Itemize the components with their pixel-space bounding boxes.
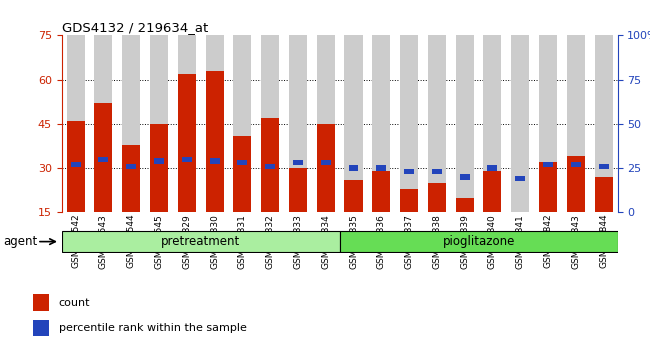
Bar: [233, 35, 252, 212]
Bar: [428, 183, 446, 212]
Bar: [317, 124, 335, 212]
Bar: [599, 164, 608, 169]
Bar: [289, 35, 307, 212]
Bar: [404, 169, 414, 174]
Bar: [177, 74, 196, 212]
Bar: [376, 165, 386, 171]
Bar: [66, 121, 84, 212]
Bar: [205, 35, 224, 212]
Text: agent: agent: [3, 235, 38, 248]
Bar: [233, 136, 252, 212]
Bar: [595, 177, 613, 212]
Bar: [460, 174, 470, 179]
Bar: [372, 171, 391, 212]
Bar: [484, 35, 502, 212]
Bar: [98, 156, 109, 162]
Text: pretreatment: pretreatment: [161, 235, 240, 248]
Bar: [456, 198, 474, 212]
Bar: [94, 103, 112, 212]
Bar: [32, 294, 49, 311]
Bar: [539, 35, 557, 212]
Bar: [261, 118, 280, 212]
Bar: [289, 168, 307, 212]
Bar: [567, 35, 585, 212]
Bar: [428, 35, 446, 212]
Bar: [205, 71, 224, 212]
Bar: [320, 160, 331, 165]
Bar: [515, 176, 525, 181]
Bar: [182, 156, 192, 162]
Bar: [339, 231, 618, 252]
Bar: [488, 165, 497, 171]
Bar: [66, 35, 84, 212]
Bar: [344, 180, 363, 212]
Bar: [456, 35, 474, 212]
Bar: [372, 35, 391, 212]
Text: GDS4132 / 219634_at: GDS4132 / 219634_at: [62, 21, 208, 34]
Bar: [209, 158, 220, 164]
Bar: [32, 320, 49, 336]
Text: pioglitazone: pioglitazone: [443, 235, 515, 248]
Bar: [539, 162, 557, 212]
Bar: [344, 35, 363, 212]
Bar: [122, 35, 140, 212]
Bar: [265, 164, 275, 169]
Bar: [237, 160, 248, 165]
Bar: [154, 158, 164, 164]
Bar: [62, 231, 339, 252]
Bar: [261, 35, 280, 212]
Bar: [348, 165, 359, 171]
Bar: [177, 35, 196, 212]
Bar: [432, 169, 442, 174]
Bar: [595, 35, 613, 212]
Bar: [511, 212, 529, 215]
Bar: [400, 189, 418, 212]
Bar: [317, 35, 335, 212]
Text: count: count: [59, 298, 90, 308]
Bar: [122, 144, 140, 212]
Bar: [150, 124, 168, 212]
Bar: [71, 162, 81, 167]
Text: percentile rank within the sample: percentile rank within the sample: [59, 323, 247, 333]
Bar: [511, 35, 529, 212]
Bar: [94, 35, 112, 212]
Bar: [150, 35, 168, 212]
Bar: [400, 35, 418, 212]
Bar: [567, 156, 585, 212]
Bar: [293, 160, 303, 165]
Bar: [126, 164, 136, 169]
Bar: [484, 171, 502, 212]
Bar: [543, 162, 553, 167]
Bar: [571, 162, 581, 167]
